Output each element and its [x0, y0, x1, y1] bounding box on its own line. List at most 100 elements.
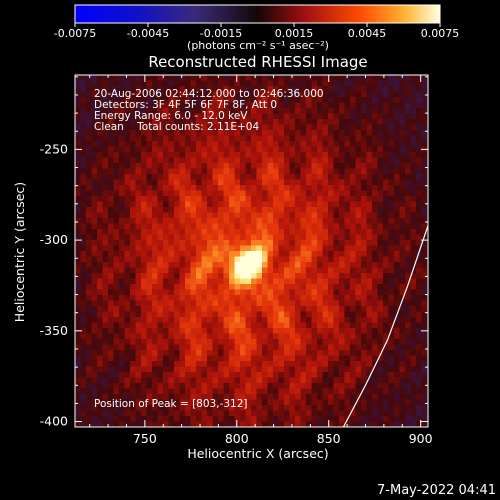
heatmap-cell	[256, 355, 263, 362]
heatmap-cell	[91, 152, 98, 158]
heatmap-cell	[157, 289, 164, 296]
heatmap-cell	[152, 119, 158, 125]
heatmap-cell	[146, 223, 153, 230]
heatmap-cell	[328, 295, 334, 301]
heatmap-cell	[388, 152, 395, 158]
heatmap-cell	[207, 311, 213, 318]
heatmap-cell	[328, 410, 334, 417]
heatmap-cell	[163, 339, 169, 345]
heatmap-cell	[278, 97, 285, 103]
heatmap-cell	[273, 416, 279, 422]
heatmap-cell	[152, 273, 158, 279]
heatmap-cell	[157, 366, 164, 373]
heatmap-cell	[80, 350, 87, 356]
heatmap-cell	[163, 212, 169, 219]
heatmap-cell	[388, 372, 395, 378]
heatmap-cell	[372, 141, 378, 147]
heatmap-cell	[289, 350, 296, 356]
heatmap-cell	[75, 174, 81, 180]
heatmap-cell	[262, 339, 268, 345]
heatmap-cell	[377, 135, 384, 142]
heatmap-cell	[130, 174, 136, 180]
heatmap-cell	[317, 383, 323, 389]
heatmap-cell	[267, 278, 274, 285]
heatmap-cell	[388, 256, 395, 263]
heatmap-cell	[399, 350, 406, 356]
heatmap-cell	[333, 322, 340, 329]
heatmap-cell	[317, 113, 323, 120]
heatmap-cell	[119, 201, 125, 208]
heatmap-cell	[421, 388, 428, 395]
heatmap-cell	[102, 245, 109, 252]
heatmap-cell	[168, 366, 175, 373]
heatmap-cell	[361, 339, 367, 345]
heatmap-cell	[124, 223, 131, 230]
heatmap-cell	[80, 322, 87, 329]
heatmap-cell	[229, 179, 235, 186]
heatmap-cell	[306, 97, 312, 103]
heatmap-cell	[135, 86, 142, 92]
heatmap-cell	[410, 251, 417, 257]
heatmap-cell	[212, 405, 219, 411]
heatmap-cell	[328, 416, 334, 422]
heatmap-cell	[141, 146, 147, 153]
heatmap-cell	[295, 223, 301, 230]
heatmap-cell	[91, 212, 98, 219]
heatmap-cell	[399, 179, 406, 186]
heatmap-cell	[201, 295, 208, 301]
heatmap-cell	[91, 366, 98, 373]
heatmap-cell	[377, 152, 384, 158]
heatmap-cell	[388, 130, 395, 136]
heatmap-cell	[168, 262, 175, 268]
heatmap-cell	[350, 311, 356, 318]
heatmap-cell	[372, 399, 378, 406]
heatmap-cell	[311, 196, 318, 202]
heatmap-cell	[97, 317, 103, 323]
heatmap-cell	[372, 201, 378, 208]
heatmap-cell	[416, 300, 422, 307]
heatmap-cell	[306, 289, 312, 296]
heatmap-cell	[372, 234, 378, 241]
heatmap-cell	[86, 207, 92, 213]
heatmap-cell	[339, 212, 345, 219]
heatmap-cell	[306, 388, 312, 395]
heatmap-cell	[207, 383, 213, 389]
heatmap-cell	[267, 322, 274, 329]
heatmap-cell	[185, 344, 191, 351]
heatmap-cell	[399, 234, 406, 241]
heatmap-cell	[289, 256, 296, 263]
heatmap-cell	[152, 399, 158, 406]
heatmap-cell	[97, 410, 103, 417]
heatmap-cell	[190, 405, 197, 411]
heatmap-cell	[311, 212, 318, 219]
heatmap-cell	[124, 201, 131, 208]
heatmap-cell	[174, 207, 180, 213]
heatmap-cell	[97, 168, 103, 175]
heatmap-cell	[267, 295, 274, 301]
heatmap-cell	[146, 262, 153, 268]
heatmap-cell	[234, 377, 241, 384]
heatmap-cell	[284, 405, 290, 411]
heatmap-cell	[256, 234, 263, 241]
heatmap-cell	[278, 361, 285, 367]
heatmap-cell	[295, 399, 301, 406]
heatmap-cell	[262, 163, 268, 169]
heatmap-cell	[135, 317, 142, 323]
heatmap-cell	[273, 190, 279, 197]
heatmap-cell	[223, 251, 230, 257]
heatmap-cell	[405, 185, 411, 191]
heatmap-cell	[322, 328, 329, 334]
heatmap-cell	[234, 339, 241, 345]
heatmap-cell	[350, 300, 356, 307]
heatmap-cell	[372, 152, 378, 158]
heatmap-cell	[163, 377, 169, 384]
heatmap-cell	[97, 163, 103, 169]
heatmap-cell	[339, 322, 345, 329]
heatmap-cell	[416, 152, 422, 158]
heatmap-cell	[212, 229, 219, 235]
heatmap-cell	[394, 86, 400, 92]
heatmap-cell	[333, 174, 340, 180]
heatmap-cell	[157, 405, 164, 411]
heatmap-cell	[416, 267, 422, 274]
heatmap-cell	[256, 113, 263, 120]
